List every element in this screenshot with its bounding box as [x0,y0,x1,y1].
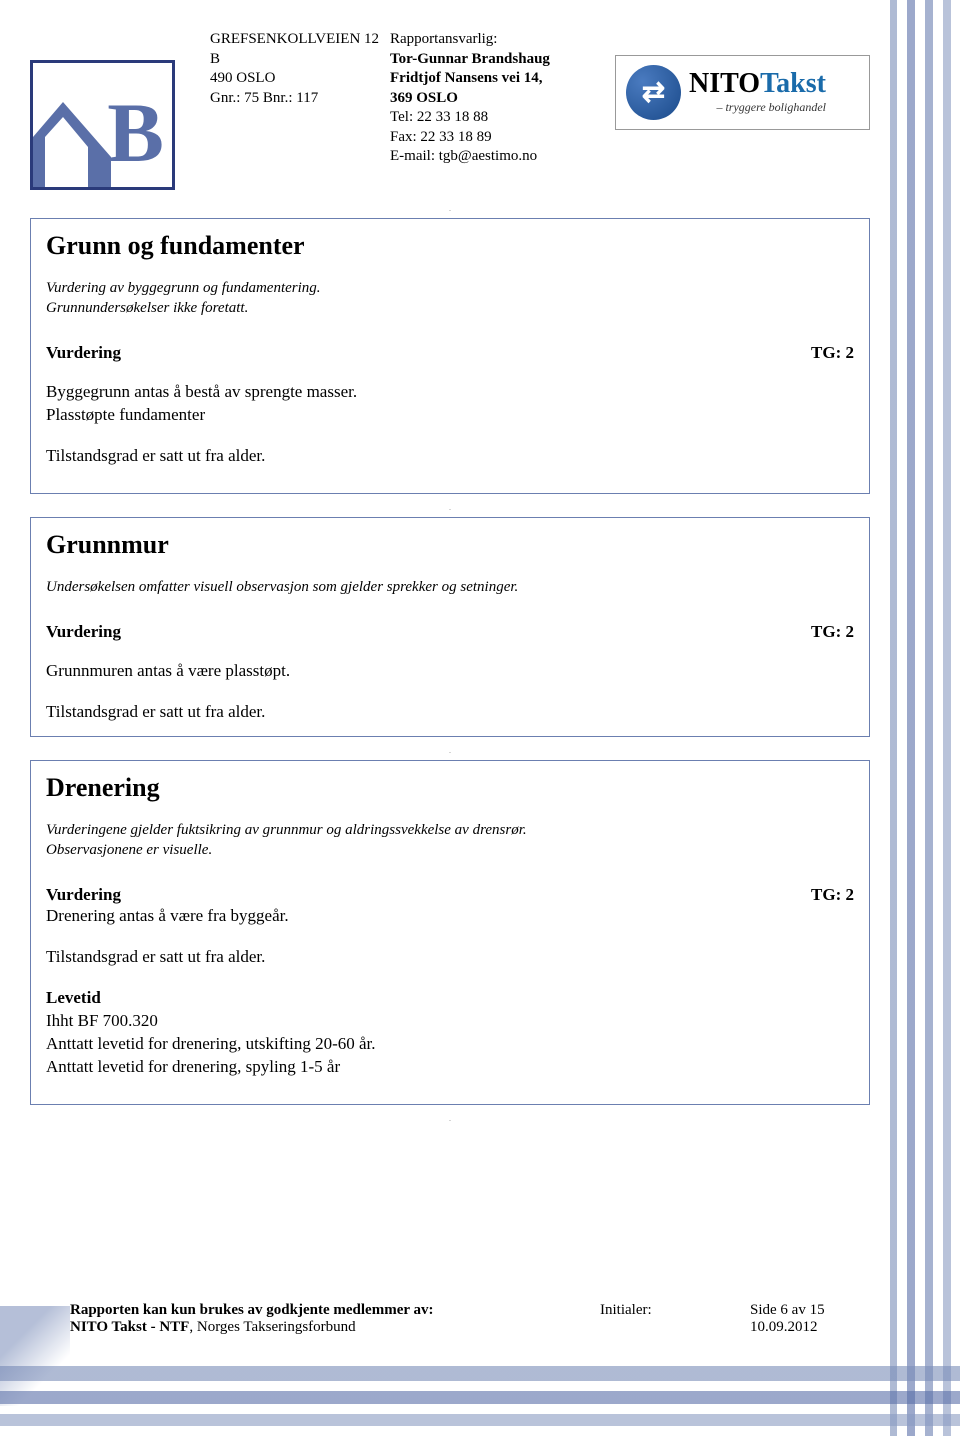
resp-tel: Tel: 22 33 18 88 [390,108,605,128]
house-icon [33,97,111,187]
tg-value: TG: 2 [811,885,854,905]
tg-value: TG: 2 [811,343,854,363]
levetid-heading: Levetid [46,987,854,1010]
section-grunn-og-fundamenter: Grunn og fundamenter Vurdering av byggeg… [30,218,870,494]
vurdering-label: Vurdering [46,622,121,642]
section-body: Byggegrunn antas å bestå av sprengte mas… [46,381,854,468]
footer-initialer: Initialer: [600,1302,750,1336]
decorative-bottom-left [0,1306,70,1406]
separator-dot: . [30,207,870,213]
vurdering-row: Vurdering TG: 2 [46,343,854,363]
resp-addr2: 369 OSLO [390,89,605,109]
tg-value: TG: 2 [811,622,854,642]
responsible-contact: Rapportansvarlig: Tor-Gunnar Brandshaug … [390,30,605,190]
section-description: Vurdering av byggegrunn og fundamenterin… [46,279,854,318]
section-drenering: Drenering Vurderingene gjelder fuktsikri… [30,760,870,1105]
separator-dot: . [30,749,870,755]
vurdering-row: Vurdering TG: 2 [46,885,854,905]
separator-dot: . [30,506,870,512]
section-body: Grunnmuren antas å være plasstøpt. Tilst… [46,660,854,724]
vurdering-label: Vurdering [46,885,121,905]
section-body: Drenering antas å være fra byggeår. Tils… [46,905,854,1079]
property-address: GREFSENKOLLVEIEN 12 B 490 OSLO Gnr.: 75 … [210,30,390,190]
separator-dot: . [30,1117,870,1123]
resp-label: Rapportansvarlig: [390,30,605,50]
section-title: Grunn og fundamenter [46,231,854,261]
logo-letter-b: B [107,84,164,182]
resp-name: Tor-Gunnar Brandshaug [390,50,605,70]
document-header: B GREFSENKOLLVEIEN 12 B 490 OSLO Gnr.: 7… [30,30,870,190]
resp-fax: Fax: 22 33 18 89 [390,128,605,148]
footer-usage-text: Rapporten kan kun brukes av godkjente me… [70,1302,600,1336]
page-number: Side 6 av 15 [750,1302,860,1319]
footer-page-info: Side 6 av 15 10.09.2012 [750,1302,860,1336]
decorative-bottom-border [0,1346,960,1436]
nito-takst-logo: ⇄ NITOTakst – tryggere bolighandel [615,55,870,130]
page-footer: Rapporten kan kun brukes av godkjente me… [70,1302,860,1336]
nito-brand-text: NITOTakst [689,70,826,98]
vurdering-row: Vurdering TG: 2 [46,622,854,642]
nito-tagline: – tryggere bolighandel [689,100,826,116]
resp-addr1: Fridtjof Nansens vei 14, [390,69,605,89]
address-line-2: 490 OSLO [210,69,390,89]
section-grunnmur: Grunnmur Undersøkelsen omfatter visuell … [30,517,870,737]
section-description: Undersøkelsen omfatter visuell observasj… [46,578,854,598]
address-line-1: GREFSENKOLLVEIEN 12 B [210,30,390,69]
section-title: Drenering [46,773,854,803]
vurdering-label: Vurdering [46,343,121,363]
gnr-bnr: Gnr.: 75 Bnr.: 117 [210,89,390,109]
company-logo: B [30,60,175,190]
section-description: Vurderingene gjelder fuktsikring av grun… [46,821,854,860]
nito-mark-icon: ⇄ [626,65,681,120]
resp-email: E-mail: tgb@aestimo.no [390,147,605,167]
section-title: Grunnmur [46,530,854,560]
report-date: 10.09.2012 [750,1319,860,1336]
